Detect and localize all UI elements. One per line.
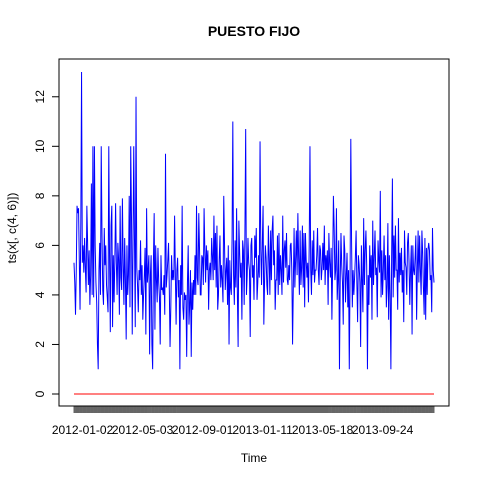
y-tick-label: 4 [33, 291, 47, 298]
y-tick-label: 6 [33, 242, 47, 249]
series-layer [73, 71, 435, 395]
x-tick-label: 2013-09-24 [352, 423, 414, 437]
y-axis-label: ts(x[, c(4, 6)]) [5, 193, 19, 264]
y-tick-label: 10 [33, 139, 47, 153]
y-axis: 0 2 4 6 8 10 12 [33, 90, 60, 397]
chart-title: PUESTO FIJO [208, 23, 300, 39]
x-tick-label: 2013-01-11 [232, 423, 293, 437]
series-line-1 [73, 71, 435, 370]
x-tick-label: 2012-09-01 [172, 423, 234, 437]
x-tick-label: 2013-05-18 [292, 423, 354, 437]
x-tick-label: 2012-01-02 [52, 423, 114, 437]
x-tick-label: 2012-05-03 [112, 423, 174, 437]
y-tick-label: 0 [33, 390, 47, 397]
y-tick-label: 8 [33, 192, 47, 199]
x-axis-label: Time [241, 451, 268, 465]
y-tick-label: 2 [33, 341, 47, 348]
y-tick-label: 12 [33, 90, 47, 104]
